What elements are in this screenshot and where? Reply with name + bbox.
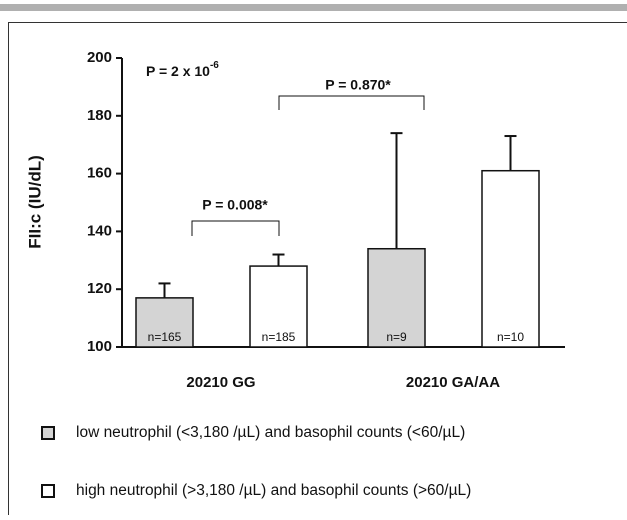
n-label: n=165 <box>148 330 182 344</box>
annotation: P = 2 x 10-6 <box>146 60 219 79</box>
y-tick-label: 100 <box>87 338 112 355</box>
legend-label: high neutrophil (>3,180 /µL) and basophi… <box>76 482 471 499</box>
top-rule <box>0 4 627 11</box>
annotation: P = 0.008* <box>202 197 268 213</box>
n-label: n=10 <box>497 330 524 344</box>
y-tick-label: 140 <box>87 222 112 239</box>
y-axis-label: FII:c (IU/dL) <box>25 155 44 248</box>
bar <box>482 171 539 347</box>
legend-label: low neutrophil (<3,180 /µL) and basophil… <box>76 424 465 441</box>
n-label: n=185 <box>262 330 296 344</box>
annotation-text: P = 2 x 10 <box>146 63 210 79</box>
annotation: P = 0.870* <box>325 77 391 93</box>
x-tick-label: 20210 GA/AA <box>406 374 500 391</box>
annotation-superscript: -6 <box>210 60 219 71</box>
bracket <box>192 221 279 236</box>
y-tick-label: 120 <box>87 280 112 297</box>
y-tick-label: 160 <box>87 165 112 182</box>
legend-swatch <box>42 485 54 497</box>
bracket <box>279 96 424 110</box>
y-tick-label: 180 <box>87 107 112 124</box>
y-tick-label: 200 <box>87 49 112 66</box>
n-label: n=9 <box>386 330 407 344</box>
x-tick-label: 20210 GG <box>186 374 255 391</box>
legend-swatch <box>42 427 54 439</box>
